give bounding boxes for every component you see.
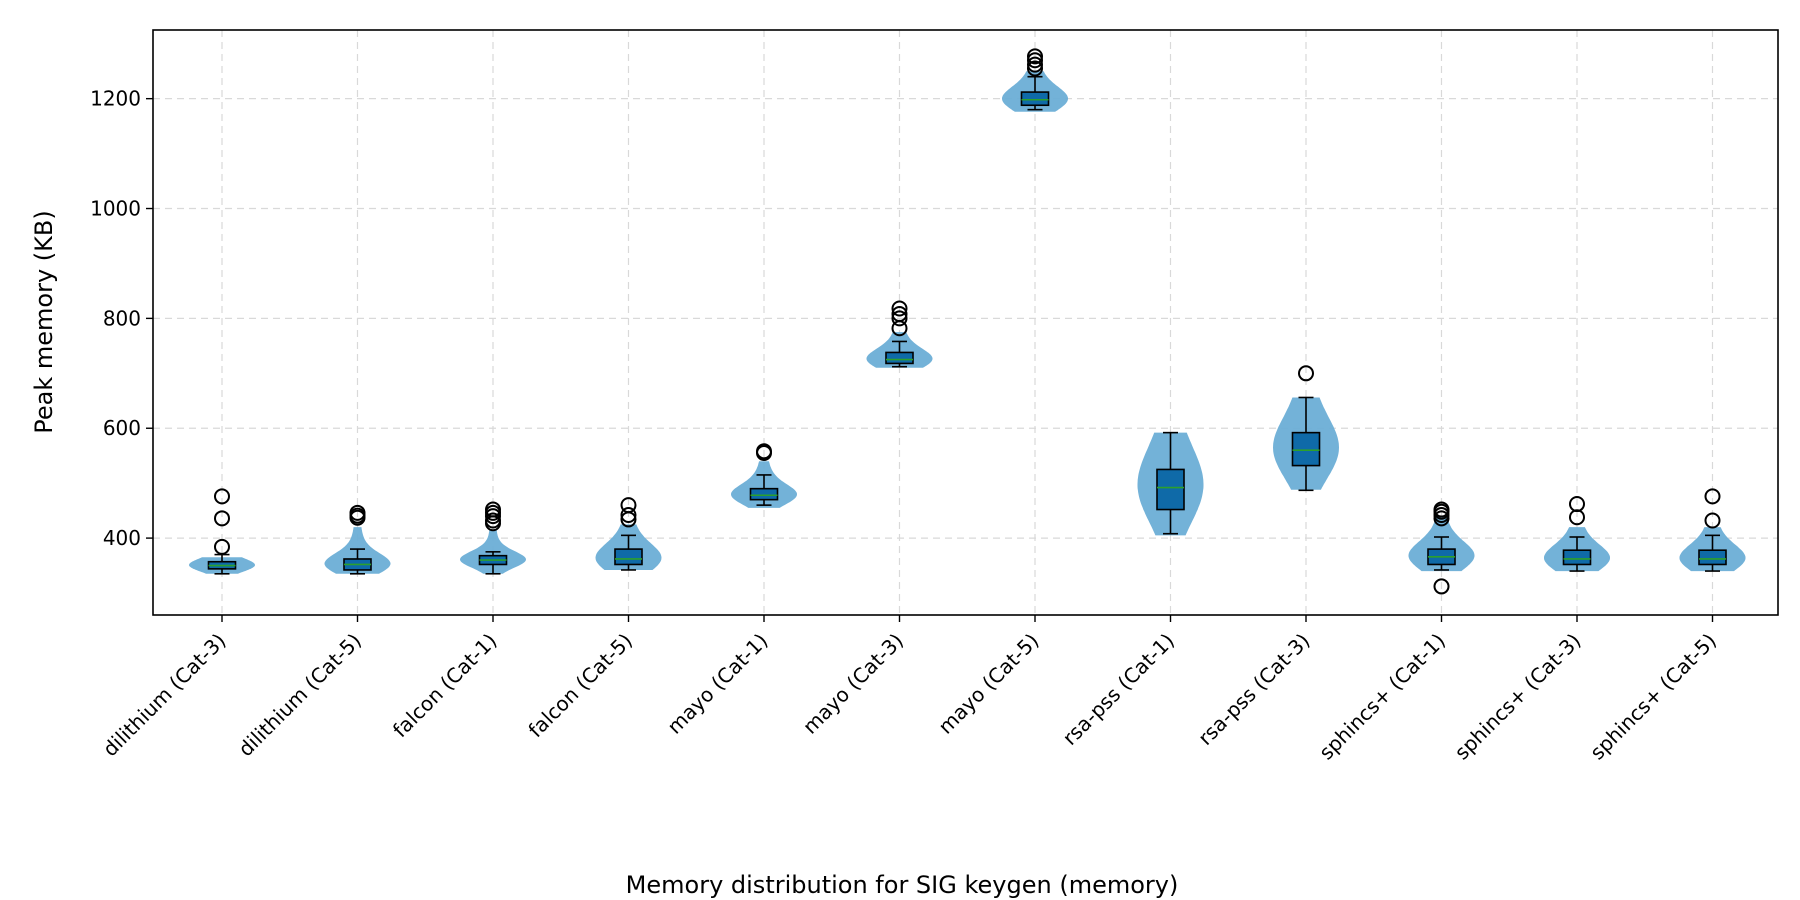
outlier-point (1027, 56, 1043, 73)
x-tick-label: falcon (Cat-1) (388, 629, 502, 743)
box (1156, 468, 1185, 511)
outlier-point (485, 512, 501, 529)
x-tick-label: mayo (Cat-1) (662, 629, 772, 739)
chart-caption: Memory distribution for SIG keygen (memo… (626, 871, 1179, 899)
outlier-point (1027, 48, 1043, 65)
grid (153, 30, 1778, 615)
x-tick-label: dilithium (Cat-3) (98, 629, 231, 762)
boxes (207, 48, 1727, 595)
x-tick-label: sphincs+ (Cat-1) (1314, 629, 1450, 765)
x-tick-label: sphincs+ (Cat-3) (1450, 629, 1586, 765)
box (1698, 549, 1727, 566)
y-axis-label: Peak memory (KB) (30, 210, 58, 433)
outlier-point (214, 510, 230, 527)
outlier-point (1433, 501, 1450, 518)
y-tick-label: 400 (103, 526, 141, 550)
box (1562, 549, 1592, 566)
outlier-point (1433, 578, 1450, 595)
outlier-point (620, 497, 637, 514)
x-tick-label: mayo (Cat-3) (798, 629, 908, 739)
outlier-point (891, 310, 908, 327)
outlier-point (214, 538, 230, 555)
outlier-point (756, 443, 772, 460)
outlier-point (214, 488, 230, 505)
outlier-point (620, 507, 637, 524)
box (1291, 431, 1321, 467)
outlier-point (1704, 512, 1721, 529)
plot-frame (152, 29, 1779, 616)
box (1020, 91, 1050, 107)
outlier-point (891, 305, 908, 322)
box (885, 351, 914, 365)
outlier-point (349, 504, 366, 521)
y-tick-label: 1000 (90, 197, 141, 221)
outlier-point (891, 300, 908, 317)
box (614, 548, 643, 566)
x-tick-label: mayo (Cat-5) (933, 629, 1043, 739)
box (749, 487, 779, 501)
x-tick-label: rsa-pss (Cat-3) (1193, 629, 1314, 750)
x-tick-label: falcon (Cat-5) (523, 629, 637, 743)
x-tick-label: sphincs+ (Cat-5) (1585, 629, 1721, 765)
violins (189, 71, 1746, 574)
y-tick-label: 600 (103, 416, 141, 440)
outlier-point (485, 501, 501, 518)
x-tick-label: dilithium (Cat-5) (233, 629, 366, 762)
outlier-point (1569, 496, 1585, 513)
outlier-point (1704, 488, 1721, 505)
y-axis: 400 600 800 1000 1200 (90, 87, 153, 550)
x-tick-label: rsa-pss (Cat-1) (1058, 629, 1179, 750)
y-tick-label: 800 (103, 306, 141, 330)
y-tick-label: 1200 (90, 87, 141, 111)
outlier-point (1298, 365, 1314, 382)
x-axis: dilithium (Cat-3) dilithium (Cat-5) falcon… (98, 615, 1721, 764)
